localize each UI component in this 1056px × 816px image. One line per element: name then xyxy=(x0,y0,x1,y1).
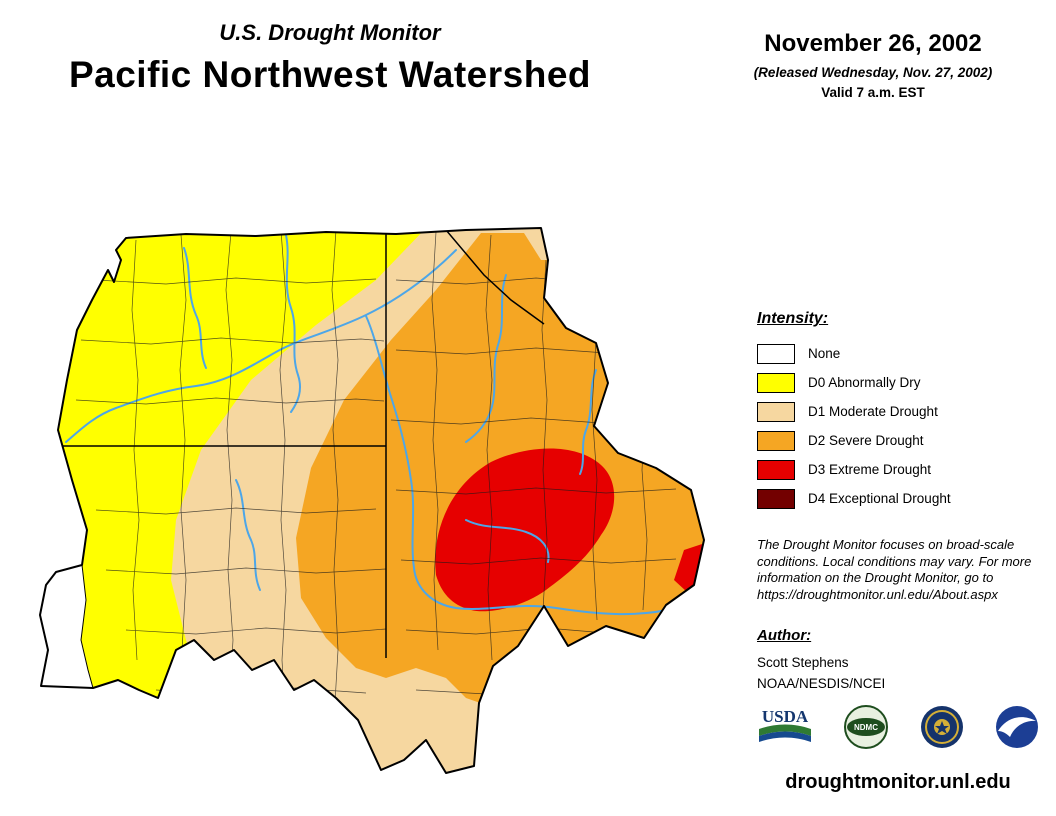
author-heading: Author: xyxy=(757,627,812,644)
author-name: Scott Stephens xyxy=(757,655,849,670)
legend-label-d1: D1 Moderate Drought xyxy=(808,404,938,419)
legend-label-d4: D4 Exceptional Drought xyxy=(808,491,951,506)
usda-logo-green-field xyxy=(759,724,811,736)
legend-label-d0: D0 Abnormally Dry xyxy=(808,375,921,390)
usda-logo-text: USDA xyxy=(762,707,809,726)
d3-region xyxy=(435,448,615,612)
site-url: droughtmonitor.unl.edu xyxy=(785,771,1011,793)
legend-item-d3: D3 Extreme Drought xyxy=(757,459,1049,480)
ndmc-logo-text: NDMC xyxy=(854,723,878,732)
ndmc-logo: NDMC xyxy=(844,705,889,749)
page-title: Pacific Northwest Watershed xyxy=(68,54,592,95)
legend-swatch-d3 xyxy=(757,459,795,480)
disclaimer-text: The Drought Monitor focuses on broad-sca… xyxy=(757,537,1032,602)
legend-swatch-d2 xyxy=(757,430,795,451)
legend-item-d2: D2 Severe Drought xyxy=(757,430,1049,451)
legend-panel: Intensity: None D0 Abnormally Dry D1 Mod… xyxy=(757,310,1049,517)
commerce-seal-ring xyxy=(924,710,959,744)
program-title: U.S. Drought Monitor xyxy=(219,20,441,45)
author-org: NOAA/NESDIS/NCEI xyxy=(757,675,886,691)
release-date: (Released Wednesday, Nov. 27, 2002) xyxy=(753,65,993,80)
noaa-logo-bird xyxy=(997,717,1036,737)
header-dates: November 26, 2002 (Released Wednesday, N… xyxy=(700,30,1046,100)
state-borders xyxy=(60,228,545,658)
legend-item-d4: D4 Exceptional Drought xyxy=(757,488,1049,509)
legend-label-d2: D2 Severe Drought xyxy=(808,433,924,448)
drought-map xyxy=(39,227,705,774)
watershed-outline xyxy=(39,227,705,774)
agency-logos: USDA NDMC xyxy=(756,704,1040,750)
legend-swatch-d1 xyxy=(757,401,795,422)
legend-item-d1: D1 Moderate Drought xyxy=(757,401,1049,422)
legend-swatch-d4 xyxy=(757,488,795,509)
usda-logo: USDA xyxy=(759,707,811,742)
ndmc-logo-band xyxy=(847,718,886,736)
map-date: November 26, 2002 xyxy=(764,30,982,57)
none-region xyxy=(40,565,93,688)
legend-label-d3: D3 Extreme Drought xyxy=(808,462,932,477)
legend-item-none: None xyxy=(757,343,1049,364)
legend-label-none: None xyxy=(808,346,841,361)
author-block: Author: Scott Stephens NOAA/NESDIS/NCEI xyxy=(757,627,885,695)
legend-swatch-d0 xyxy=(757,372,795,393)
noaa-logo xyxy=(995,706,1038,748)
header-titles: U.S. Drought Monitor Pacific Northwest W… xyxy=(0,20,660,96)
commerce-seal-star xyxy=(934,721,949,734)
legend-item-d0: D0 Abnormally Dry xyxy=(757,372,1049,393)
commerce-seal-logo xyxy=(920,706,963,748)
legend-swatch-none xyxy=(757,343,795,364)
none-region-border xyxy=(80,564,94,689)
valid-time: Valid 7 a.m. EST xyxy=(821,85,925,100)
legend-heading: Intensity: xyxy=(757,310,829,327)
usda-logo-blue-field xyxy=(759,731,811,742)
